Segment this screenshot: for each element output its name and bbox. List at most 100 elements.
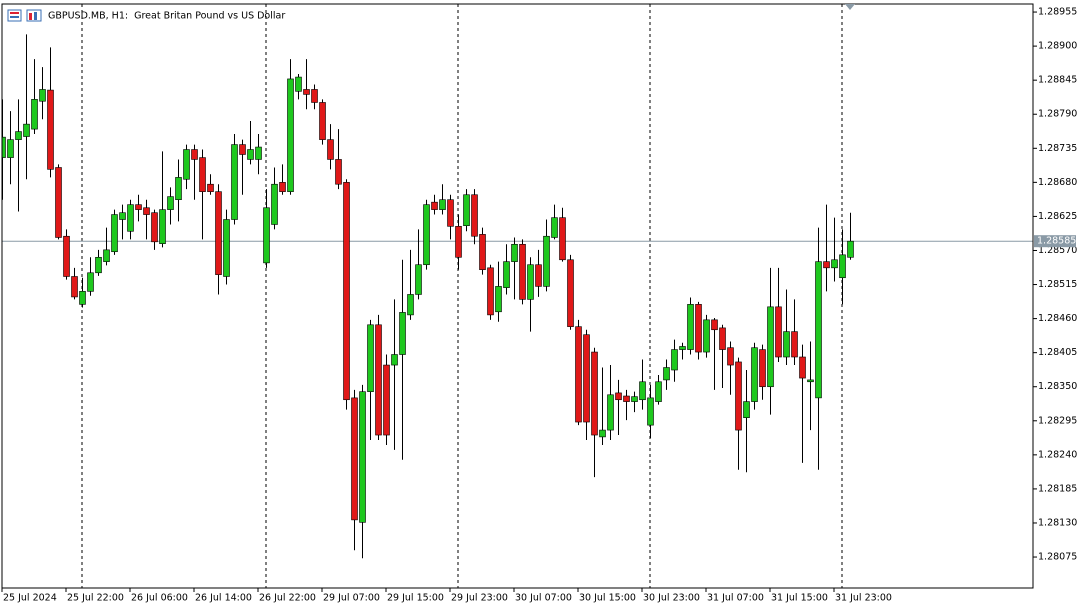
candle-body — [743, 401, 750, 418]
candle-body — [455, 226, 462, 258]
x-tick-label: 31 Jul 23:00 — [835, 593, 892, 604]
candle-body — [799, 356, 806, 379]
candle-body — [503, 261, 510, 288]
current-price-label: 1.28585 — [1037, 236, 1076, 247]
icon — [34, 12, 37, 20]
candle-body — [791, 331, 798, 358]
candle-body — [271, 183, 278, 225]
candle-body — [367, 324, 374, 392]
header-icons — [7, 9, 42, 22]
candle-body — [335, 159, 342, 185]
plot-area — [2, 4, 1033, 588]
y-tick-label: 1.28955 — [1038, 7, 1077, 18]
candle-body — [487, 267, 494, 316]
candle-body — [399, 312, 406, 355]
candle-body — [831, 259, 838, 269]
x-tick-label: 30 Jul 23:00 — [643, 593, 700, 604]
candle-body — [247, 149, 254, 160]
candle-body — [559, 217, 566, 261]
candle-body — [191, 149, 198, 160]
candle-body — [31, 99, 38, 130]
candle-body — [751, 347, 758, 402]
candle-body — [591, 351, 598, 436]
candle-body — [311, 89, 318, 103]
candle-body — [103, 249, 110, 262]
candle-body — [415, 264, 422, 295]
icon — [10, 12, 19, 14]
icon — [7, 9, 22, 22]
plot-frame — [1, 3, 1034, 589]
candle-body — [175, 177, 182, 200]
candle-body — [287, 78, 294, 192]
candle-body — [807, 379, 814, 383]
y-tick-label: 1.28350 — [1038, 381, 1077, 392]
candle-body — [639, 381, 646, 401]
candle-body — [655, 381, 662, 402]
candle-body — [615, 392, 622, 401]
candle-body — [327, 139, 334, 160]
y-tick-label: 1.28570 — [1038, 245, 1077, 256]
candle-body — [167, 196, 174, 210]
candle-body — [519, 243, 526, 300]
candle-body — [663, 367, 670, 381]
candle-body — [551, 217, 558, 238]
candle-body — [239, 144, 246, 155]
candle-body — [495, 286, 502, 313]
y-tick-label: 1.28295 — [1038, 415, 1077, 426]
candle-body — [583, 334, 590, 423]
candle-body — [95, 256, 102, 274]
candle-body — [719, 327, 726, 350]
candle-body — [735, 361, 742, 431]
candle-body — [151, 212, 158, 243]
candle-body — [775, 306, 782, 358]
candle-body — [47, 89, 54, 170]
candle-body — [679, 346, 686, 350]
x-tick-label: 26 Jul 14:00 — [195, 593, 252, 604]
candle-body — [63, 235, 70, 277]
candle-body — [527, 264, 534, 300]
candle-body — [7, 139, 14, 158]
y-tick-label: 1.28625 — [1038, 211, 1077, 222]
candle-body — [263, 207, 270, 264]
chart-title: GBPUSD.MB, H1: Great Britan Pound vs US … — [48, 11, 285, 22]
candle-body — [319, 102, 326, 140]
candle-body — [199, 157, 206, 192]
candle-body — [431, 201, 438, 210]
x-tick-label: 29 Jul 23:00 — [451, 593, 508, 604]
candle-body — [231, 144, 238, 220]
x-tick-label: 31 Jul 07:00 — [707, 593, 764, 604]
x-tick-label: 29 Jul 07:00 — [323, 593, 380, 604]
candle-body — [695, 304, 702, 353]
candle-body — [423, 204, 430, 266]
candle-body — [631, 396, 638, 402]
candle-body — [671, 349, 678, 371]
y-tick-label: 1.28405 — [1038, 347, 1077, 358]
y-tick-label: 1.28845 — [1038, 75, 1077, 86]
y-tick-label: 1.28130 — [1038, 517, 1077, 528]
candle-body — [71, 276, 78, 298]
candle-body — [767, 306, 774, 388]
candle-body — [447, 199, 454, 227]
candle-body — [703, 319, 710, 353]
candle-body — [463, 194, 470, 227]
candle-body — [727, 347, 734, 366]
candle-body — [279, 182, 286, 192]
candle-body — [407, 294, 414, 316]
candle-body — [375, 324, 382, 436]
y-tick-label: 1.28185 — [1038, 483, 1077, 494]
candle-body — [711, 319, 718, 331]
y-tick-label: 1.28515 — [1038, 279, 1077, 290]
candle-body — [839, 254, 846, 279]
icon — [10, 16, 19, 18]
candle-body — [207, 183, 214, 192]
candle-body — [479, 234, 486, 270]
x-tick-label: 30 Jul 07:00 — [515, 593, 572, 604]
y-tick-label: 1.28460 — [1038, 313, 1077, 324]
x-tick-label: 26 Jul 06:00 — [131, 593, 188, 604]
candle-body — [79, 291, 86, 305]
candle-body — [255, 146, 262, 160]
candle-body — [39, 89, 46, 102]
x-tick-label: 25 Jul 2024 — [3, 593, 57, 604]
